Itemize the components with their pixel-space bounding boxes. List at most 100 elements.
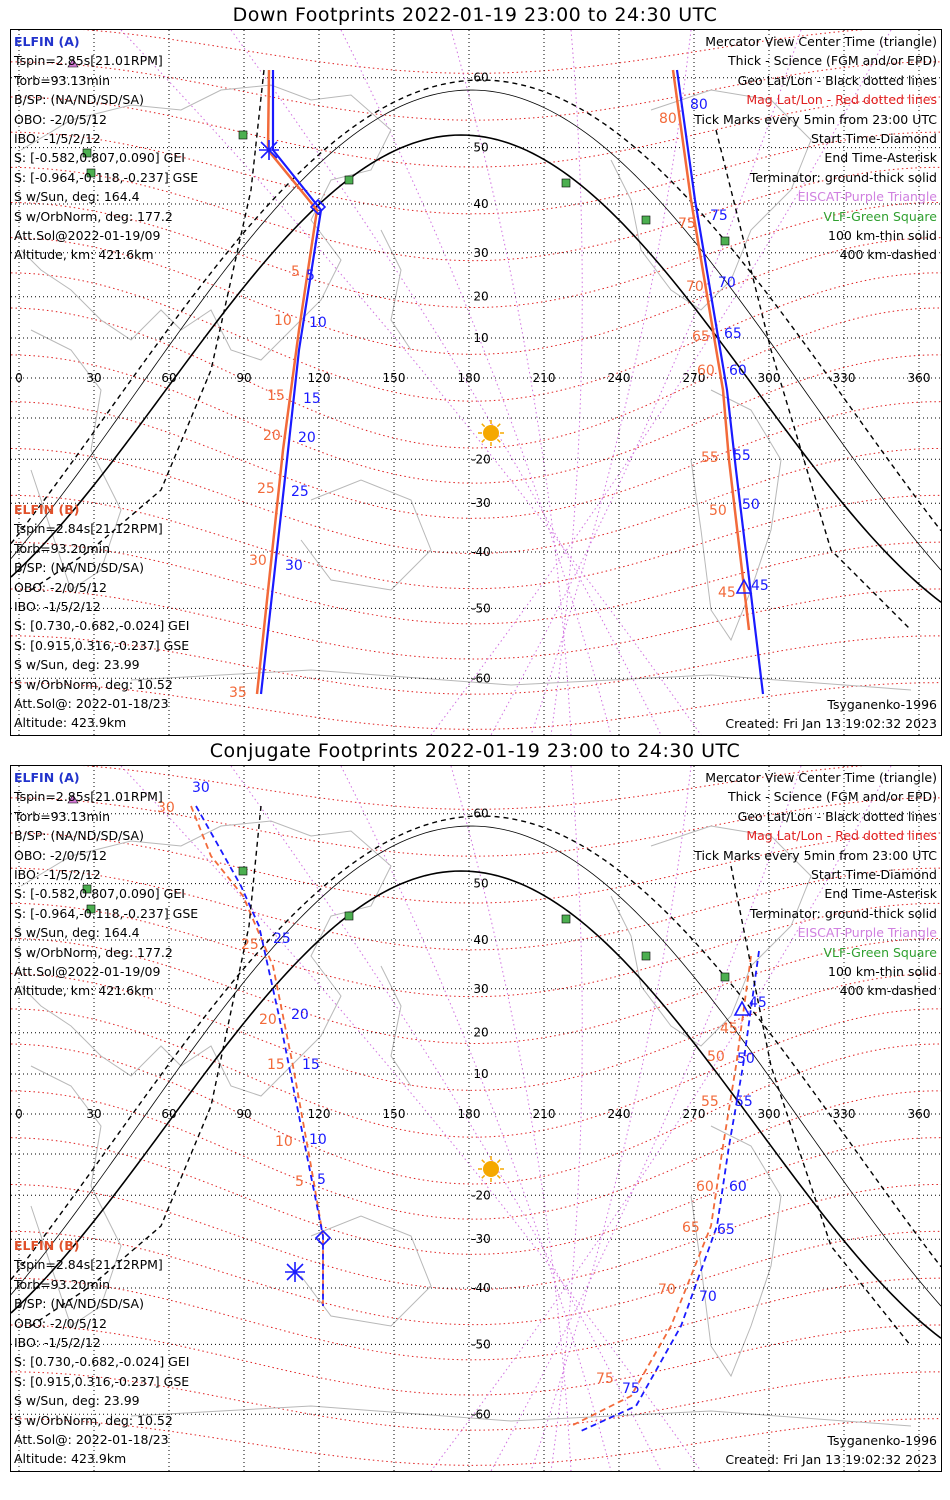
- elfin-a-info-line: Att.Sol@2022-01-19/09: [14, 228, 161, 244]
- track-tick-label: 5: [306, 268, 315, 284]
- track-tick-label: 50: [737, 1051, 755, 1067]
- station-markers: [67, 58, 730, 246]
- lon-label: 210: [533, 1107, 556, 1121]
- track-tick-label: 80: [690, 97, 708, 113]
- coastline: [690, 1125, 782, 1378]
- track-tick-label: 10: [309, 1132, 327, 1148]
- lat-label: -50: [471, 601, 491, 615]
- elfin-b-header: ELFIN (B): [14, 502, 80, 517]
- mag-lat-line: [11, 1090, 941, 1220]
- lon-label: 90: [236, 1107, 251, 1121]
- legend-item: End Time-Asterisk: [824, 886, 937, 902]
- track-tick-label: 20: [291, 1007, 309, 1023]
- vlf-station-marker: [561, 178, 571, 188]
- axis-labels: 0 30 60 90 120 150 180 210 240 270 300 330 360 70 60 50…: [15, 71, 930, 686]
- footer: Tsyganenko-1996 Created: Fri Jan 13 19:02…: [725, 1431, 937, 1470]
- coastline: [20, 820, 392, 1097]
- elfin-b-info-line: S w/OrbNorm, deg: 10.52: [14, 1412, 173, 1428]
- elfin-a-info-line: S w/Sun, deg: 164.4: [14, 925, 140, 941]
- mlt-line: [530, 766, 692, 1471]
- lon-label: 270: [683, 371, 706, 385]
- legend-item: Terminator: ground-thick solid: [749, 905, 937, 921]
- track-tick-label: 25: [291, 484, 309, 500]
- terminator-400km: [11, 79, 941, 545]
- elfin-a-400km-west: [30, 805, 262, 1327]
- vlf-station-marker: [82, 884, 92, 894]
- elfin-b-info-line: S: [0.915,0.316,-0.237] GSE: [14, 1373, 190, 1389]
- mag-lat-line: [11, 307, 941, 449]
- lat-label: -30: [471, 496, 491, 510]
- elfin-b-info-line: S: [0.730,-0.682,-0.024] GEI: [14, 618, 190, 634]
- elfin-a-tick-labels: 30 25 20 15 10 5 45 50 55 60 65 70 75: [192, 780, 767, 1397]
- elfin-a-info-line: S w/OrbNorm, deg: 177.2: [14, 944, 173, 960]
- model-credit: Tsyganenko-1996: [827, 1433, 937, 1448]
- elfin-a-info-line: B/SP: (NA/ND/SD/SA): [14, 92, 144, 108]
- vlf-station-marker: [720, 972, 730, 982]
- vlf-station-marker: [86, 904, 96, 914]
- elfin-a-info-line: Att.Sol@2022-01-19/09: [14, 964, 161, 980]
- mlt-line: [550, 30, 583, 735]
- track-tick-label: 50: [742, 497, 760, 513]
- lon-label: 300: [758, 1107, 781, 1121]
- track-tick-label: 30: [192, 780, 210, 796]
- mlt-line: [530, 30, 692, 735]
- lat-label: 30: [473, 246, 488, 260]
- elfin-b-info-line: Att.Sol@: 2022-01-18/23: [14, 1432, 169, 1448]
- legend-item: Geo Lat/Lon - Black dotted lines: [737, 72, 937, 88]
- legend-item: 400 km-dashed: [839, 983, 937, 999]
- track-tick-label: 55: [701, 1094, 719, 1110]
- terminator-400km: [11, 815, 941, 1281]
- legend-item: Terminator: ground-thick solid: [749, 169, 937, 185]
- mag-lat-line: [11, 1008, 941, 1138]
- track-tick-label: 65: [717, 1222, 735, 1238]
- track-tick-label: 60: [696, 1179, 714, 1195]
- track-tick-label: 80: [659, 111, 677, 127]
- mag-lat-line: [11, 61, 941, 121]
- elfin-b-track-east: [570, 955, 752, 1427]
- vlf-station-marker: [344, 911, 354, 921]
- elfin-a-info-line: S: [-0.964,-0.118,-0.237] GSE: [14, 905, 199, 921]
- elfin-a-info-line: S w/Sun, deg: 164.4: [14, 189, 140, 205]
- elfin-b-info-line: B/SP: (NA/ND/SD/SA): [14, 560, 144, 576]
- elfin-a-header: ELFIN (A): [14, 770, 80, 785]
- vlf-station-marker: [561, 914, 571, 924]
- track-tick-label: 65: [682, 1220, 700, 1236]
- vlf-station-marker: [344, 175, 354, 185]
- mlt-line: [550, 766, 583, 1471]
- axis-labels: 0 30 60 90 120 150 180 210 240 270 300 330 360 70 60 50…: [15, 807, 930, 1422]
- elfin-a-info-line: OBO: -2/0/5/12: [14, 111, 107, 127]
- elfin-a-info: ELFIN (A) Tspin=2.85s[21.01RPM] Torb=93.13…: [14, 32, 198, 265]
- elfin-a-track-east: [675, 69, 765, 695]
- elfin-b-info-line: S: [0.915,0.316,-0.237] GSE: [14, 637, 190, 653]
- lat-label: 40: [473, 933, 488, 947]
- mlt-grid: [120, 766, 892, 1471]
- lon-label: 240: [608, 1107, 631, 1121]
- mlt-line: [120, 30, 702, 735]
- track-tick-label: 45: [720, 1021, 738, 1037]
- coastline: [130, 669, 912, 691]
- created-timestamp: Created: Fri Jan 13 19:02:32 2023: [725, 716, 937, 732]
- footer: Tsyganenko-1996 Created: Fri Jan 13 19:02…: [725, 695, 937, 734]
- elfin-b-info-line: Tspin=2.84s[21.12RPM]: [14, 521, 163, 537]
- legend-item: 100 km-thin solid: [828, 964, 937, 980]
- mag-lat-line: [11, 237, 941, 355]
- lon-label: 240: [608, 371, 631, 385]
- lat-label: 20: [473, 290, 488, 304]
- created-timestamp: Created: Fri Jan 13 19:02:32 2023: [725, 1452, 937, 1468]
- track-tick-label: 75: [596, 1371, 614, 1387]
- track-tick-label: 75: [622, 1381, 640, 1397]
- elfin-a-info-line: S: [-0.582,0.807,0.090] GEI: [14, 886, 185, 902]
- elfin-b-info-line: Att.Sol@: 2022-01-18/23: [14, 696, 169, 712]
- mlt-line: [120, 766, 702, 1471]
- elfin-b-info-line: OBO: -2/0/5/12: [14, 1315, 107, 1331]
- elfin-b-info-line: Torb=93.20min: [14, 540, 111, 556]
- track-tick-label: 20: [259, 1012, 277, 1028]
- elfin-a-info-line: Altitude, km: 421.6km: [14, 247, 154, 263]
- legend-item: Mag Lat/Lon - Red dotted lines: [746, 828, 937, 844]
- vlf-station-marker: [82, 148, 92, 158]
- geo-grid: [11, 30, 941, 735]
- mag-lat-line: [11, 131, 941, 215]
- lon-label: 180: [458, 1107, 481, 1121]
- end-time-asterisk: [259, 140, 279, 160]
- elfin-b-info-line: S w/Sun, deg: 23.99: [14, 657, 140, 673]
